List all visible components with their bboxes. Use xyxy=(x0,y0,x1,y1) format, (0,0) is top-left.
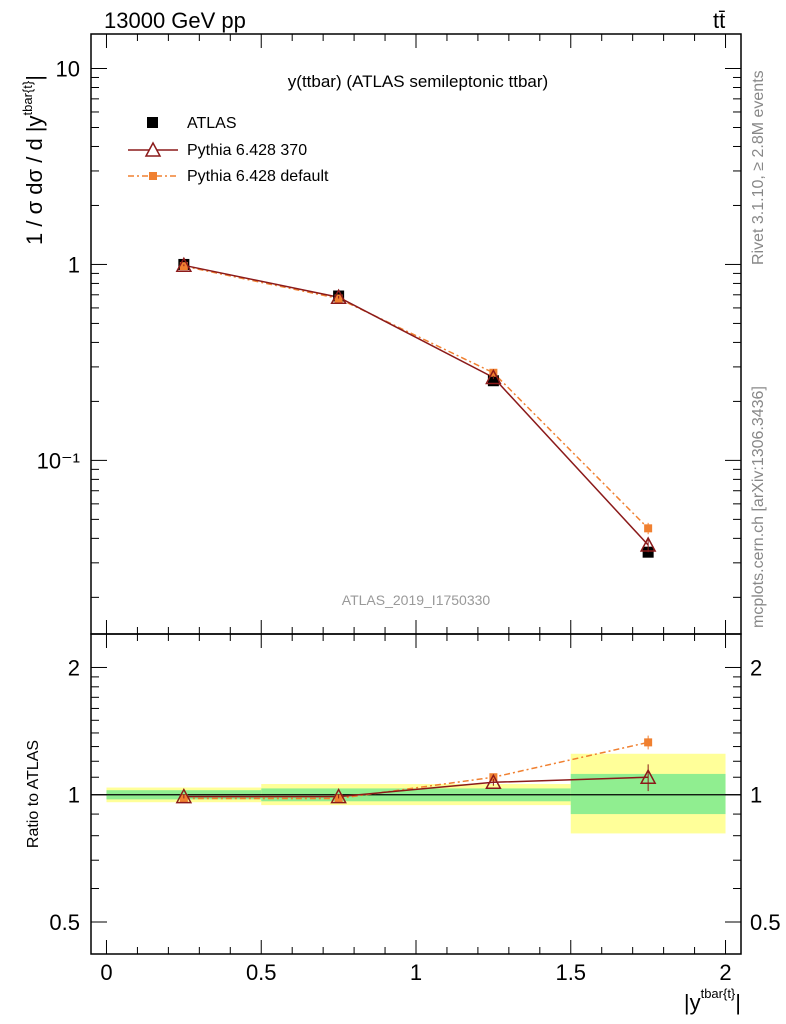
main-y-tick-label: 10⁻¹ xyxy=(37,448,80,473)
rivet-label: Rivet 3.1.10, ≥ 2.8M events xyxy=(750,70,767,265)
ratio-panel: 0 0.5 1 1.5 2 2 2 1 1 0.5 0.5 Ratio to ATLAS |ytba… xyxy=(25,633,781,1015)
plot-title: y(ttbar) (ATLAS semileptonic ttbar) xyxy=(288,72,548,91)
x-axis-label: |ytbar{t}| xyxy=(684,986,741,1015)
ratio-pythia-default-point xyxy=(489,773,498,782)
series-line-pythia-default xyxy=(183,265,649,529)
legend-marker-pythia-default xyxy=(149,172,157,180)
main-panel: y(ttbar) (ATLAS semileptonic ttbar) ATLA… xyxy=(20,33,742,635)
pythia-370-point xyxy=(485,368,502,385)
legend-marker-pythia-370 xyxy=(144,141,162,157)
legend-label-atlas: ATLAS xyxy=(187,115,237,132)
ratio-y-label: Ratio to ATLAS xyxy=(25,740,42,848)
site-label: mcplots.cern.ch [arXiv:1306.3436] xyxy=(750,386,767,628)
ratio-y-tick-label: 1 xyxy=(68,783,80,808)
ratio-y-tick-label-right: 0.5 xyxy=(750,910,781,935)
ratio-x-tick-label: 0.5 xyxy=(246,960,277,985)
legend: ATLAS Pythia 6.428 370 Pythia 6.428 defa… xyxy=(128,115,329,185)
pythia-370-point xyxy=(175,256,193,273)
pythia-370-point xyxy=(330,288,347,305)
ratio-pythia-default-point xyxy=(644,738,653,747)
ratio-y-tick-label-right: 1 xyxy=(750,783,762,808)
ratio-line-pythia-370 xyxy=(183,776,649,798)
ratio-pythia-370-point xyxy=(330,787,347,804)
ratio-x-tick-label: 1 xyxy=(410,960,422,985)
process-label: tt̄ xyxy=(713,8,725,33)
pythia-default-point xyxy=(489,368,498,377)
pythia-default-point xyxy=(644,524,653,533)
legend-marker-atlas xyxy=(147,117,158,128)
series-line-pythia-370 xyxy=(183,264,649,546)
energy-label: 13000 GeV pp xyxy=(104,8,246,33)
ratio-x-tick-label: 0 xyxy=(100,960,112,985)
main-y-tick-label: 1 xyxy=(68,252,80,277)
analysis-watermark: ATLAS_2019_I1750330 xyxy=(342,592,491,608)
ratio-pythia-370-point xyxy=(485,773,502,790)
ratio-y-tick-label-right: 2 xyxy=(750,655,762,680)
main-y-label: 1 / σ dσ / d |ytbar{t}| xyxy=(20,75,47,245)
ratio-y-tick-label: 0.5 xyxy=(49,910,80,935)
pythia-370-point xyxy=(639,536,657,552)
ratio-y-tick-label: 2 xyxy=(68,655,80,680)
ratio-pythia-370-point xyxy=(639,768,657,784)
ratio-x-tick-label: 2 xyxy=(719,960,731,985)
ratio-pythia-370-point xyxy=(175,787,193,804)
main-y-tick-label: 10 xyxy=(56,57,80,82)
atlas-point xyxy=(487,375,499,387)
legend-label-pythia-default: Pythia 6.428 default xyxy=(187,168,329,185)
ratio-x-tick-label: 1.5 xyxy=(555,960,586,985)
legend-label-pythia-370: Pythia 6.428 370 xyxy=(187,142,307,159)
